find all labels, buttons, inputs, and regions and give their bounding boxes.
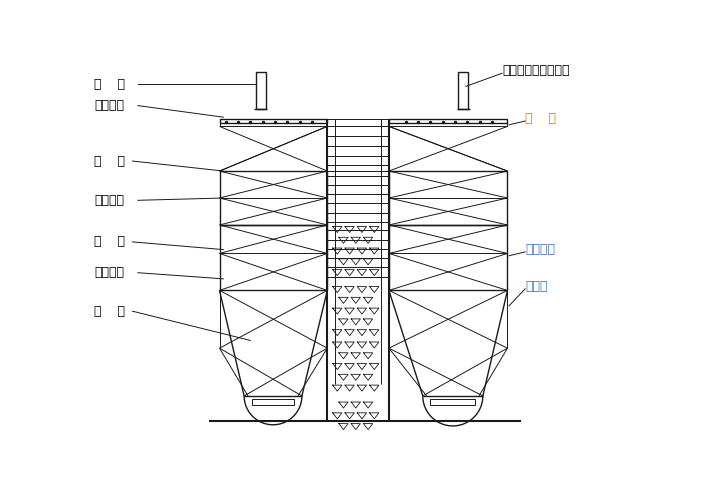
Text: 拉    环: 拉 环 xyxy=(94,236,125,248)
Text: 护    栏: 护 栏 xyxy=(94,78,125,91)
Bar xyxy=(219,225,327,291)
Bar xyxy=(219,119,327,123)
Bar xyxy=(219,171,327,225)
Text: 三角支架: 三角支架 xyxy=(94,99,124,112)
Bar xyxy=(431,399,475,405)
Bar xyxy=(458,72,468,109)
Bar xyxy=(389,171,508,225)
Text: 拉    环: 拉 环 xyxy=(94,154,125,167)
Bar xyxy=(256,72,266,109)
Bar xyxy=(219,123,327,126)
Bar xyxy=(389,119,508,123)
Bar xyxy=(389,123,508,126)
Bar xyxy=(252,399,294,405)
Text: 安全网: 安全网 xyxy=(525,280,548,293)
Text: 拆模吊篮: 拆模吊篮 xyxy=(94,266,124,279)
Text: 模    板: 模 板 xyxy=(94,305,125,318)
Text: 对拉螺栓: 对拉螺栓 xyxy=(525,243,555,256)
Text: 对拉螺栓砼空心支管: 对拉螺栓砼空心支管 xyxy=(502,64,570,77)
Text: 斜拉索具: 斜拉索具 xyxy=(94,194,124,207)
Bar xyxy=(389,225,508,291)
Text: 吊    环: 吊 环 xyxy=(525,112,556,125)
